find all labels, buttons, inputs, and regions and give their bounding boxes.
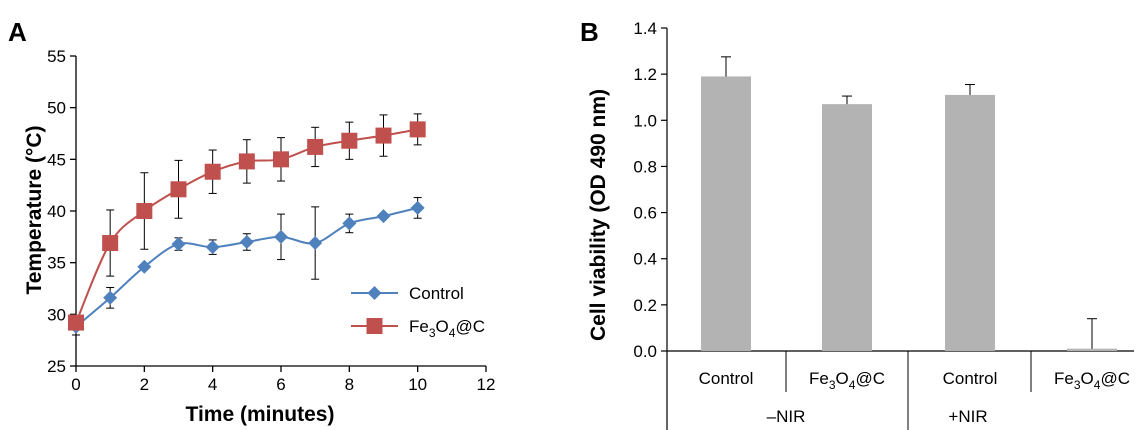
y-tick-label: 55 <box>47 47 66 66</box>
data-point <box>376 209 391 224</box>
x-tick-label: 2 <box>140 375 149 394</box>
y-tick-label: 1.2 <box>633 65 657 84</box>
subscript-part: 3 <box>429 326 436 340</box>
x-tick-label: 8 <box>345 375 354 394</box>
data-point <box>274 229 288 244</box>
y-tick-label: 0.6 <box>633 204 657 223</box>
panel-a-y-ticks: 25 30 35 40 45 50 55 <box>47 47 76 376</box>
x-tick-label: 4 <box>208 375 217 394</box>
data-point <box>410 200 425 215</box>
subscript-part: 3 <box>829 378 836 392</box>
y-tick-label: 35 <box>47 254 66 273</box>
data-point <box>102 235 119 252</box>
y-tick-label: 0.8 <box>633 157 657 176</box>
data-point <box>342 216 357 231</box>
data-point <box>273 151 289 168</box>
subscript-part: 4 <box>1094 378 1101 392</box>
text-part: @C <box>455 317 485 336</box>
text-part: Control <box>943 369 998 388</box>
legend-label: Fe3O4@C <box>409 317 485 340</box>
data-point <box>171 237 186 252</box>
text-part: @C <box>1100 369 1130 388</box>
data-point <box>205 240 220 255</box>
data-point <box>307 138 324 155</box>
y-tick-label: 1.4 <box>633 19 657 38</box>
bar <box>822 104 872 351</box>
data-point <box>204 163 221 180</box>
data-point <box>137 259 152 274</box>
y-tick-label: 25 <box>47 357 66 376</box>
legend-marker <box>367 286 382 300</box>
data-point <box>308 236 323 251</box>
y-tick-label: 1.0 <box>633 111 657 130</box>
data-point <box>409 121 426 138</box>
panel-a-x-ticks: 0 2 4 6 8 10 12 <box>71 366 495 394</box>
panel-b-y-ticks: 0.0 0.2 0.4 0.6 0.8 1.0 1.2 1.4 <box>633 19 667 361</box>
panel-b-bar-chart: B 0.0 0.2 0.4 0.6 0.8 1.0 1.2 1.4 Cell viabilit… <box>580 17 1134 430</box>
panel-b-label: B <box>580 17 599 47</box>
y-tick-label: 0.0 <box>633 342 657 361</box>
x-tick-label: 10 <box>408 375 427 394</box>
data-point <box>375 127 392 144</box>
legend-label: Control <box>409 284 464 303</box>
y-tick-label: 0.4 <box>633 250 657 269</box>
x-tick-label: 6 <box>276 375 285 394</box>
group-label: +NIR <box>948 407 987 426</box>
subscript-part: 4 <box>849 378 856 392</box>
bar <box>701 76 751 351</box>
bar <box>945 94 995 352</box>
data-point <box>341 132 358 149</box>
text-part: @C <box>855 369 885 388</box>
y-tick-label: 40 <box>47 202 66 221</box>
panel-b-bars <box>701 56 1117 352</box>
y-tick-label: 45 <box>47 150 66 169</box>
panel-b-y-axis-title: Cell viability (OD 490 nm) <box>587 89 610 341</box>
x-tick-label: 12 <box>477 375 496 394</box>
text-part: Control <box>699 369 754 388</box>
text-part: O <box>836 369 849 388</box>
text-part: Fe <box>1054 369 1074 388</box>
series-control <box>69 197 425 336</box>
panel-a-y-axis-title: Temperature (°C) <box>23 125 46 294</box>
panel-a-x-axis-title: Time (minutes) <box>186 403 335 426</box>
text-part: O <box>436 317 449 336</box>
y-tick-label: 30 <box>47 305 66 324</box>
text-part: Fe <box>409 317 429 336</box>
category-label: Fe3O4@C <box>809 369 885 392</box>
series-line <box>75 206 418 328</box>
text-part: O <box>1081 369 1094 388</box>
y-tick-label: 0.2 <box>633 296 657 315</box>
group-label: –NIR <box>767 407 806 426</box>
panel-a-legend: Control Fe3O4@C <box>351 284 485 340</box>
panel-a-line-chart: A 25 30 35 40 45 50 55 0 2 4 6 8 10 12 Time (minutes… <box>8 17 495 426</box>
data-point <box>238 153 255 170</box>
subscript-part: 4 <box>449 326 456 340</box>
data-point <box>103 290 118 305</box>
panel-a-label: A <box>8 17 27 47</box>
data-point <box>136 203 153 219</box>
x-tick-label: 0 <box>71 375 80 394</box>
category-label: Control <box>943 369 998 388</box>
bar <box>1067 348 1117 351</box>
data-point <box>68 314 84 331</box>
text-part: Fe <box>809 369 829 388</box>
data-point <box>239 235 254 249</box>
y-tick-label: 50 <box>47 99 66 118</box>
panel-a-series <box>68 113 426 336</box>
series-fe3o4c <box>68 113 426 331</box>
category-label: Control <box>699 369 754 388</box>
panel-b-category-labels: Control Fe3O4@C Control Fe3O4@C <box>699 369 1130 392</box>
data-point <box>170 181 187 198</box>
subscript-part: 3 <box>1074 378 1081 392</box>
legend-marker <box>366 318 383 334</box>
category-label: Fe3O4@C <box>1054 369 1130 392</box>
panel-b-group-labels: –NIR +NIR <box>767 407 988 426</box>
